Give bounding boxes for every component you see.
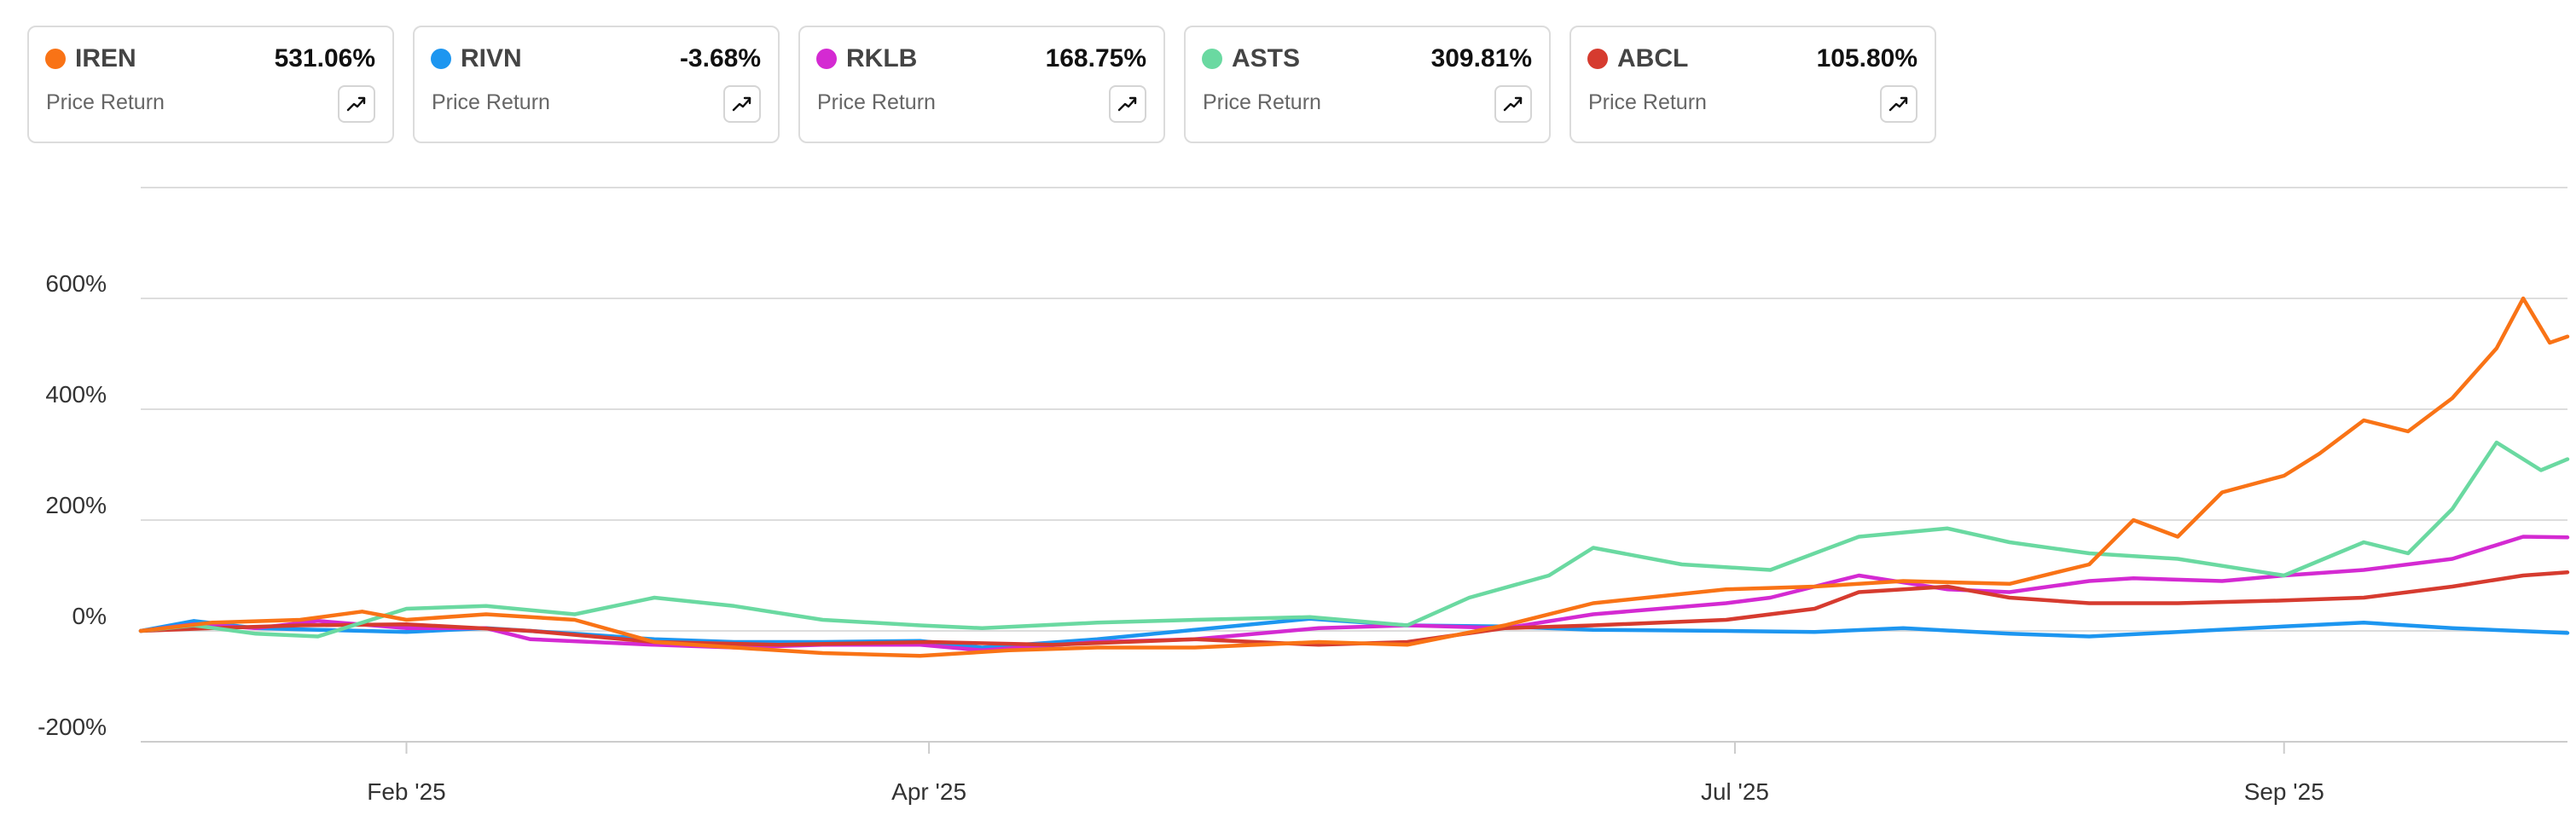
- x-tick-label: Sep '25: [2244, 778, 2324, 805]
- series-color-dot: [431, 49, 451, 69]
- y-tick-label: -200%: [38, 714, 107, 740]
- trend-chart-button[interactable]: [1880, 85, 1917, 123]
- ticker-card-rklb[interactable]: RKLB 168.75% Price Return: [798, 26, 1165, 143]
- x-tick-label: Apr '25: [891, 778, 966, 805]
- series-color-dot: [1202, 49, 1222, 69]
- trend-up-icon: [1117, 96, 1137, 112]
- trend-chart-button[interactable]: [338, 85, 375, 123]
- series-line-abcl[interactable]: [138, 570, 2570, 647]
- price-return-label: Price Return: [817, 90, 936, 114]
- ticker-symbol: ASTS: [1232, 44, 1301, 72]
- trend-up-icon: [732, 96, 751, 112]
- trend-up-icon: [346, 96, 366, 112]
- series-line-iren[interactable]: [138, 296, 2570, 658]
- ticker-symbol: ABCL: [1617, 44, 1689, 72]
- ticker-symbol: RIVN: [461, 44, 522, 72]
- price-return-value: 168.75%: [1045, 44, 1146, 72]
- y-tick-label: 600%: [45, 270, 107, 297]
- series-line-asts[interactable]: [138, 440, 2570, 639]
- trend-up-icon: [1888, 96, 1908, 112]
- ticker-card-rivn[interactable]: RIVN -3.68% Price Return: [413, 26, 780, 143]
- trend-chart-button[interactable]: [1109, 85, 1146, 123]
- ticker-card-asts[interactable]: ASTS 309.81% Price Return: [1184, 26, 1551, 143]
- price-return-value: -3.68%: [679, 44, 761, 72]
- series-color-dot: [1587, 49, 1608, 69]
- price-return-value: 105.80%: [1816, 44, 1917, 72]
- trend-chart-button[interactable]: [1494, 85, 1532, 123]
- price-return-label: Price Return: [432, 90, 550, 114]
- price-return-value: 309.81%: [1430, 44, 1532, 72]
- price-return-label: Price Return: [1588, 90, 1707, 114]
- series-color-dot: [816, 49, 837, 69]
- price-return-label: Price Return: [1203, 90, 1321, 114]
- trend-chart-button[interactable]: [723, 85, 761, 123]
- ticker-cards: IREN 531.06% Price Return RIVN -3.68% Pr…: [27, 26, 1936, 143]
- trend-up-icon: [1503, 96, 1523, 112]
- series-line-rklb[interactable]: [138, 535, 2570, 653]
- ticker-card-abcl[interactable]: ABCL 105.80% Price Return: [1569, 26, 1936, 143]
- price-return-label: Price Return: [46, 90, 165, 114]
- price-return-value: 531.06%: [274, 44, 375, 72]
- y-tick-label: 200%: [45, 492, 107, 518]
- x-tick-label: Jul '25: [1701, 778, 1769, 805]
- y-tick-label: 400%: [45, 381, 107, 408]
- ticker-card-iren[interactable]: IREN 531.06% Price Return: [27, 26, 394, 143]
- series-color-dot: [45, 49, 66, 69]
- ticker-symbol: RKLB: [846, 44, 918, 72]
- y-tick-label: 0%: [73, 603, 107, 629]
- x-tick-label: Feb '25: [367, 778, 446, 805]
- ticker-symbol: IREN: [75, 44, 136, 72]
